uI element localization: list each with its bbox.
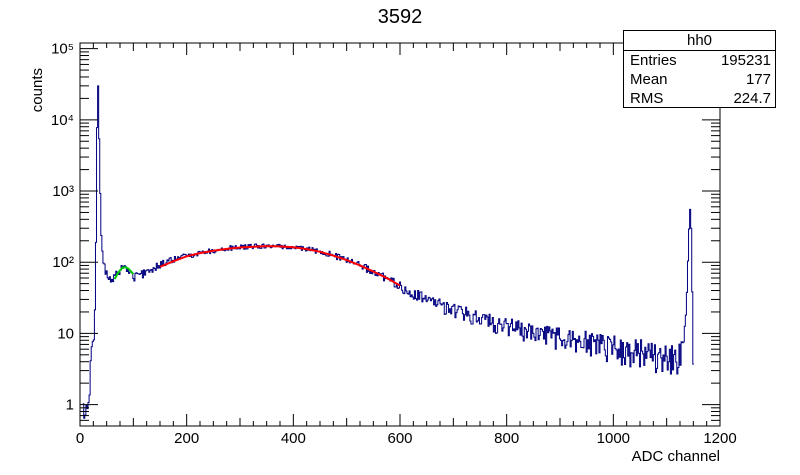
y-tick-label: 1: [66, 397, 74, 414]
x-tick-label: 0: [76, 430, 84, 447]
y-tick-label: 10³: [52, 183, 74, 200]
y-tick-label: 10⁵: [51, 41, 74, 58]
x-axis-title: ADC channel: [632, 448, 720, 465]
x-tick-label: 1000: [597, 430, 630, 447]
fit-curve-red: [159, 245, 401, 287]
x-tick-label: 1200: [703, 430, 736, 447]
stats-row-rms: RMS 224.7: [624, 89, 775, 108]
stats-row-mean: Mean 177: [624, 70, 775, 89]
stats-label: Entries: [630, 52, 677, 69]
stats-value: 195231: [720, 52, 771, 69]
stats-label: RMS: [630, 90, 664, 107]
x-tick-label: 200: [174, 430, 199, 447]
x-tick-label: 800: [494, 430, 519, 447]
x-tick-label: 600: [387, 430, 412, 447]
chart-title: 3592: [378, 6, 423, 28]
stats-row-entries: Entries 195231: [624, 51, 775, 70]
histogram-series: [82, 85, 694, 419]
y-tick-label: 10: [57, 325, 74, 342]
y-tick-label: 10²: [52, 254, 74, 271]
fit-curve-green: [113, 266, 135, 280]
stats-label: Mean: [630, 71, 668, 88]
x-tick-label: 400: [281, 430, 306, 447]
stats-value: 224.7: [733, 90, 771, 107]
y-axis-title: counts: [29, 68, 46, 112]
stats-value: 177: [745, 71, 771, 88]
y-tick-label: 10⁴: [51, 112, 74, 129]
stats-box: hh0 Entries 195231 Mean 177 RMS 224.7: [623, 30, 776, 108]
stats-title: hh0: [624, 31, 775, 51]
